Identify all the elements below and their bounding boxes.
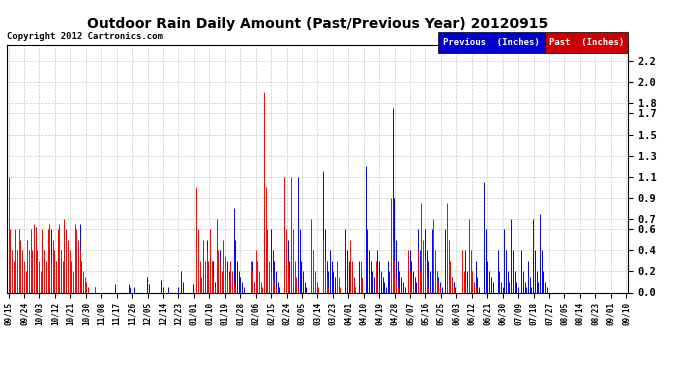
Text: Outdoor Rain Daily Amount (Past/Previous Year) 20120915: Outdoor Rain Daily Amount (Past/Previous…	[87, 17, 548, 31]
Text: Previous  (Inches): Previous (Inches)	[443, 38, 540, 47]
Text: Past  (Inches): Past (Inches)	[549, 38, 624, 47]
Text: Copyright 2012 Cartronics.com: Copyright 2012 Cartronics.com	[7, 32, 163, 41]
